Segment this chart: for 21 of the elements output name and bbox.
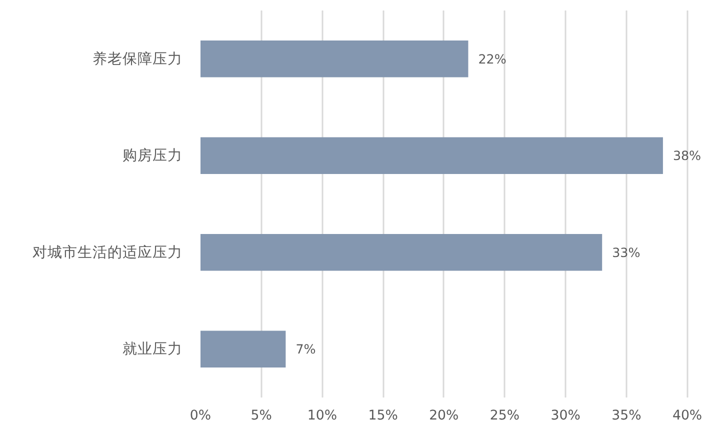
x-tick-label: 0% [190, 408, 212, 424]
x-tick-label: 10% [307, 408, 338, 424]
y-tick-label: 养老保障压力 [92, 50, 182, 68]
data-label: 22% [478, 51, 506, 66]
x-tick-label: 15% [368, 408, 398, 424]
bar [200, 40, 468, 78]
bar [200, 234, 602, 271]
y-tick-label: 对城市生活的适应压力 [32, 244, 182, 261]
bar [200, 330, 286, 368]
data-label: 33% [612, 244, 640, 260]
y-tick-label: 就业压力 [122, 340, 182, 358]
x-tick-label: 20% [429, 408, 459, 424]
y-tick-label: 购房压力 [122, 147, 182, 164]
x-tick-label: 35% [612, 408, 642, 424]
data-label: 7% [296, 342, 316, 357]
x-tick-label: 30% [550, 408, 580, 424]
x-tick-label: 40% [672, 408, 702, 424]
bar [200, 137, 663, 174]
x-tick-label: 25% [490, 408, 520, 424]
x-tick-label: 5% [250, 408, 272, 424]
data-label: 38% [672, 148, 702, 164]
